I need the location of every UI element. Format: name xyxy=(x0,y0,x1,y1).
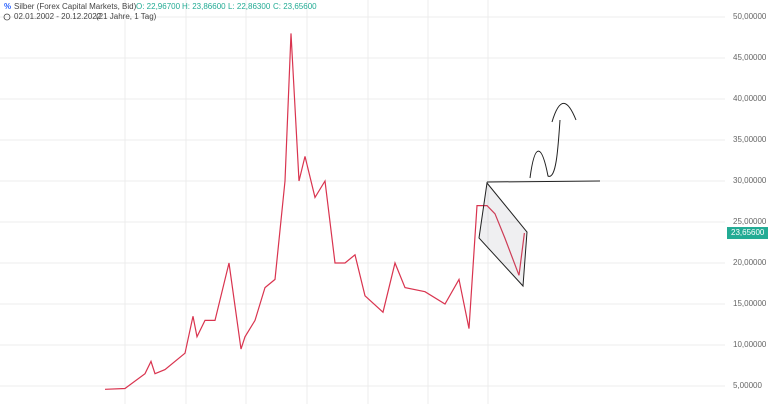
horizontal-line xyxy=(486,180,601,183)
ohlc: C: 23,65600 xyxy=(273,2,317,11)
instrument: Silber (Forex Capital Markets, Bid) xyxy=(14,2,137,11)
y-tick-label: 10,00000 xyxy=(733,340,767,349)
icon: % xyxy=(4,2,11,11)
date-range: 02.01.2002 - 20.12.2022 xyxy=(14,12,102,21)
y-tick-label: 45,00000 xyxy=(733,53,767,62)
arrow-head xyxy=(551,102,577,123)
y-tick-label: 50,00000 xyxy=(733,12,767,21)
vertical-grid xyxy=(124,0,489,404)
channel xyxy=(478,181,528,288)
legend-header: % Silber (Forex Capital Markets, Bid) O:… xyxy=(3,2,317,21)
plot: 5,00000 10,00000 15,00000 20,00000 25,00000 3… xyxy=(0,12,768,390)
sketch xyxy=(529,119,561,179)
ohlc: L: 22,86300 xyxy=(228,2,271,11)
clock-icon xyxy=(3,13,11,21)
y-tick-label: 5,00000 xyxy=(733,381,762,390)
ohlc: H: 23,86600 xyxy=(182,2,226,11)
y-tick-label: 35,00000 xyxy=(733,135,767,144)
y-tick-label: 30,00000 xyxy=(733,176,767,185)
drawings xyxy=(478,102,601,288)
ohlc: O: 22,96700 xyxy=(136,2,181,11)
last-price-label: 23,65600 xyxy=(731,228,765,237)
y-tick-label: 40,00000 xyxy=(733,94,767,103)
y-tick-label: 20,00000 xyxy=(733,258,767,267)
price-line xyxy=(104,33,525,390)
last-price-tag xyxy=(727,227,768,240)
date-span: (21 Jahre, 1 Tag) xyxy=(96,12,157,21)
y-tick-label: 15,00000 xyxy=(733,299,767,308)
y-tick-label: 25,00000 xyxy=(733,217,767,226)
